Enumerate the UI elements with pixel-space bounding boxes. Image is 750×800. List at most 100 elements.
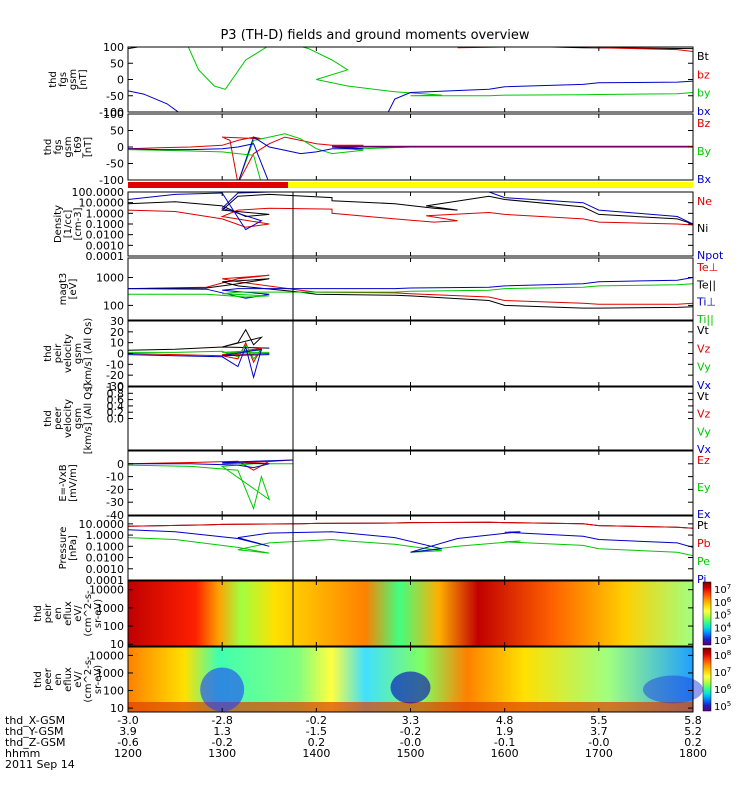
y-tick-label: 1.0 [107,381,125,394]
ephemeris-value: 1400 [302,747,330,760]
series-line-Te|| [128,278,693,309]
y-tick-label: 0.0100 [86,552,125,565]
spectrogram-peir_spec [128,581,693,646]
y-axis-label-line: eV/ [73,671,84,688]
panel-frame [127,450,694,516]
y-tick-label: 1000 [96,272,124,285]
legend-label-Vt: Vt [697,390,710,403]
y-axis-label-line: eV/ [73,605,84,622]
ephemeris-row-label: thd_Z-GSM [5,736,65,749]
y-axis-label-line: gsm [73,408,84,429]
y-tick-label: -10 [106,358,124,371]
y-axis-label-line: gsm [63,136,74,157]
y-tick-label: 1000 [96,602,124,615]
ephemeris-value: -3.0 [117,714,138,727]
y-axis-label-line: thd [33,671,44,688]
y-axis-label-line: [nT] [78,69,89,89]
y-axis-label-line: peir [53,343,64,363]
y-tick-label: -50 [106,158,124,171]
panel-frame [127,191,694,257]
colorbar-tick-label: 105 [714,609,731,622]
y-axis-label-line: fgs [58,72,69,87]
y-axis-label-line: en [53,673,64,686]
y-tick-label: 100 [103,108,124,121]
y-tick-label: 0.0 [107,413,125,426]
y-axis-label: Pressure[nPa] [58,527,79,570]
panel-peer_velocity: 1.00.80.60.40.20.0 thdpeervelocitygsm[km/… [43,381,712,456]
y-tick-label: 1000 [96,667,124,680]
y-tick-label: 0.2 [107,406,125,419]
y-axis-label-line: [eV] [68,279,79,300]
y-tick-label: -10 [106,471,124,484]
y-axis-label-line: sr-eV) [93,599,104,628]
ephemeris-value: 1300 [208,747,236,760]
series-line-by [187,47,693,97]
y-tick-label: 100.0000 [72,186,125,199]
panel-frame [127,386,694,451]
ephemeris-value: -0.6 [117,736,138,749]
y-tick-label: 0 [117,458,124,471]
ephemeris-row-label: hhmm [5,747,40,760]
series-line-Pb [128,521,693,529]
y-axis-label-line: [1/cc] [63,210,74,239]
y-axis-label-line: peir [43,603,54,623]
y-tick-label: 100 [103,299,124,312]
legend-label-Vx: Vx [697,379,712,392]
ephemeris-value: -2.8 [211,714,232,727]
legend-label-By: By [697,145,712,158]
y-tick-label: 10.0000 [79,518,125,531]
y-axis-label: thdpeervelocitygsm[km/s] (All Qs) [43,383,94,455]
series-line-Vx [128,345,270,380]
y-axis-label: thdfgsgsm[nT] [48,69,89,90]
y-axis-label: Density[1/cc][cm-3] [53,205,84,243]
panel-frame [127,46,694,113]
y-axis-label-line: en [53,607,64,620]
ephemeris-row-label: thd_Y-GSM [5,725,64,738]
ephemeris-value: 1.3 [213,725,231,738]
legend-label-Pe: Pe [697,555,710,568]
legend-label-Ne: Ne [697,195,712,208]
y-tick-label: 10 [110,638,124,651]
panel-density: 100.000010.00001.00000.10000.01000.00100… [53,186,724,263]
y-tick-label: 0.8 [107,387,125,400]
series-line-Ex [128,459,293,469]
spectrogram-low-band [128,702,693,712]
y-axis-label-line: (cm^2-s- [83,656,94,703]
y-tick-label: 0 [117,74,124,87]
ephemeris-value: -0.0 [400,736,421,749]
y-tick-label: 0.1000 [86,218,125,231]
panel-frame [127,257,694,321]
legend-label-Vx: Vx [697,443,712,456]
legend-label-Pb: Pb [697,537,711,550]
series-line-Pi [128,529,693,553]
y-axis-label-line: [km/s] (All Qs) [83,383,94,455]
y-axis-label-line: magt3 [58,273,69,306]
y-tick-label: 0 [117,141,124,154]
ephemeris-value: 0.2 [308,736,326,749]
ephemeris-value: 3.7 [590,725,608,738]
y-axis-label-line: fgs [53,139,64,154]
legend-label-Ex: Ex [697,508,711,521]
y-tick-label: 0.0010 [86,239,125,252]
y-tick-label: 1.0000 [86,207,125,220]
ephemeris-value: 5.2 [684,725,702,738]
y-axis-label-line: thd [43,345,54,362]
y-axis-label-line: gsm [68,69,79,90]
y-tick-label: 1.0000 [86,529,125,542]
y-axis-label: thdpeerenefluxeV/(cm^2-s-sr-eV) [33,656,104,703]
y-axis-label-line: thd [48,71,59,88]
y-axis-label-line: sr-eV) [93,665,104,694]
y-axis-label-line: _t69 [73,136,84,159]
y-axis-label-line: thd [33,605,44,622]
legend-label-Vy: Vy [697,425,711,438]
ephemeris-value: -0.0 [588,736,609,749]
colorbar-tick-label: 108 [714,649,731,662]
y-tick-label: -40 [106,509,124,522]
y-tick-label: 20 [110,326,124,339]
y-tick-label: -100 [99,106,124,119]
y-axis-label: thdfgsgsm_t69[nT] [43,136,94,159]
y-tick-label: 0.0001 [86,574,125,587]
y-tick-label: 0.0001 [86,250,125,263]
series-line-Pe [128,537,693,557]
